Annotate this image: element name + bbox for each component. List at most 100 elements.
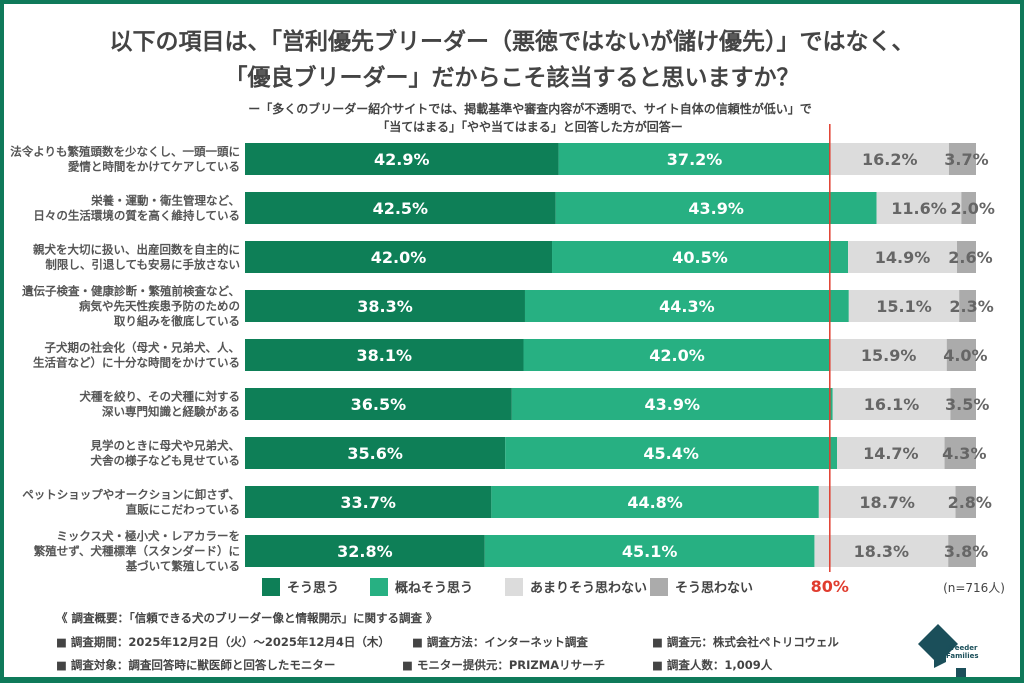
- category-label: 日々の生活環境の質を高く維持している: [33, 209, 240, 223]
- breeder-families-logo: Breeder Families: [912, 618, 979, 678]
- category-label: 見学のときに母犬や兄弟犬、: [90, 439, 241, 453]
- bar-segment: [484, 535, 815, 567]
- legend-swatch: [262, 578, 280, 596]
- data-label: 35.6%: [347, 444, 403, 463]
- chart-subtitle-line2: 「当てはまる」「やや当てはまる」と回答した方が回答ー: [377, 120, 683, 134]
- bar-segment: [961, 192, 976, 224]
- legend-swatch: [650, 578, 668, 596]
- bar-segment: [491, 486, 819, 518]
- data-label: 42.5%: [373, 199, 429, 218]
- bar-segment: [837, 437, 945, 469]
- bar-segment: [948, 143, 976, 175]
- data-label: 3.5%: [945, 395, 989, 414]
- bar-segment: [555, 192, 877, 224]
- data-label: 42.0%: [649, 346, 705, 365]
- data-label: 4.3%: [942, 444, 986, 463]
- data-label: 15.9%: [861, 346, 917, 365]
- category-label: 犬舎の様子なども見せている: [91, 454, 241, 468]
- survey-provider: ■ モニター提供元：PRIZMAリサーチ: [402, 658, 606, 672]
- survey-count: ■ 調査人数：1,009人: [652, 658, 773, 672]
- chart-title-line2: 「優良ブリーダー」だからこそ該当すると思いますか？: [224, 65, 800, 91]
- category-label: 病気や先天性疾患予防のための: [79, 299, 240, 313]
- data-label: 2.6%: [948, 248, 992, 267]
- bar-segment: [245, 437, 506, 469]
- bar-segment: [876, 192, 962, 224]
- data-label: 2.3%: [949, 297, 993, 316]
- data-label: 4.0%: [943, 346, 987, 365]
- category-label: 愛情と時間をかけてケアしている: [68, 160, 240, 174]
- data-label: 16.1%: [864, 395, 920, 414]
- bar-segment: [523, 339, 831, 371]
- data-label: 38.1%: [356, 346, 412, 365]
- bar-segment: [944, 437, 976, 469]
- category-label: 繁殖せず、犬種標準（スタンダード）に: [33, 544, 240, 558]
- legend-swatch: [505, 578, 523, 596]
- category-label: ミックス犬・極小犬・レアカラーを: [56, 529, 240, 543]
- bar-segment: [818, 486, 956, 518]
- survey-method: ■ 調査方法：インターネット調査: [412, 635, 588, 649]
- bar-segment: [245, 388, 512, 420]
- bar-segment: [245, 339, 524, 371]
- data-label: 36.5%: [351, 395, 407, 414]
- bar-segment: [848, 290, 960, 322]
- data-label: 15.1%: [876, 297, 932, 316]
- data-label: 44.3%: [659, 297, 715, 316]
- bar-segment: [948, 535, 976, 567]
- data-label: 42.0%: [371, 248, 427, 267]
- data-label: 42.9%: [374, 150, 430, 169]
- category-label: 栄養・運動・衛生管理など、: [90, 194, 240, 208]
- chart-title: 以下の項目は、「営利優先ブリーダー（悪徳ではないが儲け優先）」ではなく、: [109, 29, 915, 55]
- category-label: 直販にこだわっている: [126, 503, 240, 517]
- bar-segment: [832, 388, 951, 420]
- bar-segment: [245, 290, 525, 322]
- legend-label: そう思う: [287, 581, 339, 596]
- data-label: 18.3%: [854, 542, 910, 561]
- survey-target: ■ 調査対象：調査回答時に獣医師と回答したモニター: [56, 658, 336, 672]
- data-label: 11.6%: [891, 199, 947, 218]
- bar-segment: [245, 241, 553, 273]
- legend-label: そう思わない: [675, 581, 753, 596]
- category-label: 法令よりも繁殖頭数を少なくし、一頭一頭に: [10, 145, 240, 159]
- data-label: 2.0%: [951, 199, 995, 218]
- bar-segment: [830, 143, 949, 175]
- data-label: 40.5%: [672, 248, 728, 267]
- bar-segment: [830, 339, 947, 371]
- bar-segment: [524, 290, 849, 322]
- category-label: 深い専門知識と経験がある: [102, 405, 240, 419]
- bar-segment: [511, 388, 833, 420]
- data-label: 18.7%: [859, 493, 915, 512]
- category-label: 制限し、引退しても安易に手放さない: [45, 258, 240, 272]
- data-label: 14.7%: [863, 444, 919, 463]
- data-label: 33.7%: [340, 493, 396, 512]
- bar-segment: [245, 192, 556, 224]
- category-label: 生活音など）に十分な時間をかけている: [33, 356, 240, 370]
- bar-segment: [956, 241, 976, 273]
- category-label: 基づいて繁殖している: [125, 559, 240, 573]
- data-label: 43.9%: [645, 395, 701, 414]
- data-label: 37.2%: [667, 150, 723, 169]
- data-label: 44.8%: [627, 493, 683, 512]
- data-label: 3.7%: [944, 150, 988, 169]
- bar-segment: [552, 241, 849, 273]
- category-label: 子犬期の社会化（母犬・兄弟犬、人、: [45, 341, 241, 355]
- data-label: 45.4%: [643, 444, 699, 463]
- category-label: 取り組みを徹底している: [114, 314, 240, 328]
- data-label: 38.3%: [357, 297, 413, 316]
- chart-subtitle: ー「多くのブリーダー紹介サイトでは、掲載基準や審査内容が不透明で、サイト自体の信…: [248, 102, 812, 116]
- category-label: 遺伝子検査・健康診断・繁殖前検査など、: [21, 284, 240, 298]
- legend-label: あまりそう思わない: [530, 581, 647, 596]
- bar-segment: [245, 486, 492, 518]
- bar-segment: [848, 241, 957, 273]
- data-label: 3.8%: [944, 542, 988, 561]
- category-label: ペットショップやオークションに卸さず、: [22, 488, 240, 502]
- category-label: 犬種を絞り、その犬種に対する: [79, 390, 240, 404]
- bar-segment: [946, 339, 976, 371]
- sample-size-note: (n=716人): [943, 581, 1005, 595]
- data-label: 16.2%: [862, 150, 918, 169]
- category-label: 親犬を大切に扱い、出産回数を自主的に: [33, 243, 240, 257]
- data-label: 43.9%: [688, 199, 744, 218]
- reference-line-label: 80%: [811, 577, 849, 596]
- bar-segment: [505, 437, 838, 469]
- bar-segment: [814, 535, 949, 567]
